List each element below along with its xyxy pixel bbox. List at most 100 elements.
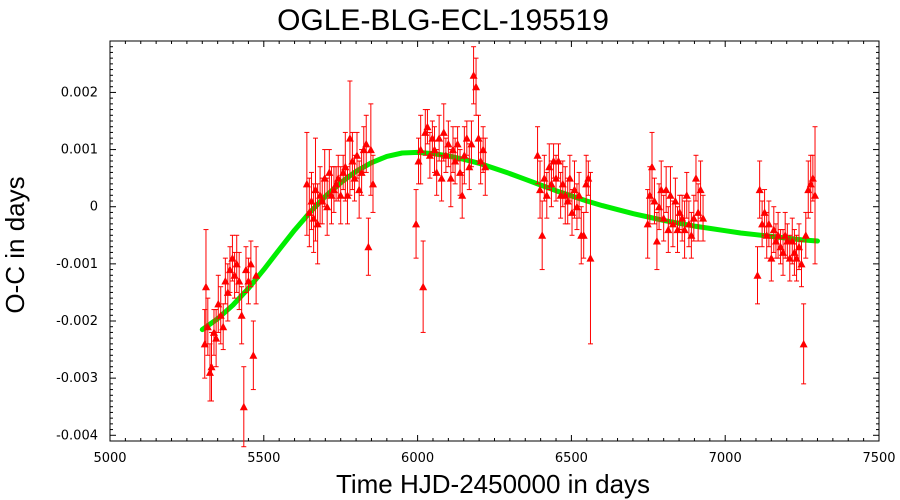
data-point xyxy=(467,120,476,168)
data-point xyxy=(453,126,462,162)
data-point xyxy=(205,343,214,402)
data-point xyxy=(699,194,708,242)
y-tick-label: -0.003 xyxy=(56,371,98,386)
triangle-marker xyxy=(364,242,373,251)
y-tick-label: 0.001 xyxy=(61,143,98,158)
data-point xyxy=(336,166,345,225)
fit-curve xyxy=(199,149,820,333)
data-point xyxy=(586,171,595,345)
data-point xyxy=(423,109,432,145)
triangle-marker xyxy=(249,351,258,359)
x-tick-label: 6000 xyxy=(401,451,434,466)
x-axis-label: Time HJD-2450000 in days xyxy=(336,469,650,499)
triangle-marker xyxy=(664,225,673,234)
triangle-marker xyxy=(323,202,332,211)
triangle-marker xyxy=(212,334,221,342)
data-point xyxy=(799,303,808,385)
triangle-marker xyxy=(579,231,588,239)
data-point xyxy=(237,286,246,345)
x-tick-label: 6500 xyxy=(555,451,588,466)
triangle-marker xyxy=(446,174,455,182)
triangle-marker xyxy=(353,151,362,159)
triangle-marker xyxy=(652,237,661,245)
triangle-marker xyxy=(547,179,556,188)
data-point xyxy=(755,160,764,219)
triangle-marker xyxy=(584,174,593,182)
x-tick-label: 5000 xyxy=(93,451,126,466)
data-point xyxy=(419,240,428,333)
data-point xyxy=(252,246,261,305)
triangle-marker xyxy=(237,311,246,319)
triangle-marker xyxy=(325,168,334,176)
data-point xyxy=(538,200,547,271)
triangle-marker xyxy=(414,157,423,165)
triangle-marker xyxy=(219,322,228,331)
triangle-marker xyxy=(472,82,481,91)
triangle-marker xyxy=(767,254,776,262)
fit-curve-layer xyxy=(199,149,820,333)
data-point xyxy=(753,246,762,305)
data-point xyxy=(437,154,446,202)
x-tick-label: 5500 xyxy=(247,451,280,466)
triangle-marker xyxy=(307,197,316,205)
triangle-marker xyxy=(435,134,444,142)
y-axis: 0.002 0.001 0 -0.001 -0.002 -0.003 -0.004 xyxy=(56,46,879,443)
data-point xyxy=(239,366,248,448)
triangle-marker xyxy=(811,191,820,199)
triangle-marker xyxy=(246,259,255,268)
triangle-marker xyxy=(437,174,446,182)
data-point xyxy=(811,126,820,265)
data-point xyxy=(801,211,810,259)
triangle-marker xyxy=(432,168,441,176)
triangle-marker xyxy=(542,191,551,199)
chart-title: OGLE-BLG-ECL-195519 xyxy=(277,4,609,37)
triangle-marker xyxy=(575,191,584,199)
data-point xyxy=(462,120,471,156)
x-tick-label: 7000 xyxy=(709,451,742,466)
data-point xyxy=(416,114,425,185)
triangle-marker xyxy=(481,162,490,171)
triangle-marker xyxy=(439,128,448,136)
triangle-marker xyxy=(645,191,654,199)
data-point xyxy=(412,189,421,259)
triangle-marker xyxy=(235,277,244,285)
data-point xyxy=(533,126,542,185)
data-point xyxy=(575,171,584,219)
data-point xyxy=(666,166,675,225)
data-point xyxy=(536,160,545,219)
triangle-marker xyxy=(419,282,428,291)
y-tick-label: -0.004 xyxy=(56,428,98,443)
triangle-marker xyxy=(680,225,689,234)
triangle-marker xyxy=(755,185,764,194)
triangle-marker xyxy=(691,174,700,182)
data-point xyxy=(364,217,373,276)
data-point xyxy=(458,171,467,219)
x-tick-label: 7500 xyxy=(862,451,895,466)
triangle-marker xyxy=(647,162,656,171)
data-point xyxy=(481,137,490,196)
triangle-marker xyxy=(462,134,471,142)
triangle-marker xyxy=(662,185,671,194)
data-point xyxy=(682,171,691,219)
triangle-marker xyxy=(753,271,762,279)
y-tick-label: -0.002 xyxy=(56,314,98,329)
triangle-marker xyxy=(467,139,476,148)
triangle-marker xyxy=(239,402,248,411)
data-point xyxy=(764,200,773,248)
triangle-marker xyxy=(533,151,542,159)
triangle-marker xyxy=(362,139,371,148)
triangle-marker xyxy=(666,191,675,199)
data-point xyxy=(671,177,680,225)
data-point xyxy=(565,154,574,202)
triangle-marker xyxy=(444,139,453,148)
triangle-marker xyxy=(201,282,210,291)
triangle-marker xyxy=(453,139,462,148)
data-point xyxy=(368,154,377,213)
data-point xyxy=(691,154,700,202)
y-axis-label: O-C in days xyxy=(0,176,30,313)
triangle-marker xyxy=(207,362,216,371)
data-point xyxy=(246,240,255,288)
data-point xyxy=(542,171,551,219)
triangle-marker xyxy=(797,259,806,268)
